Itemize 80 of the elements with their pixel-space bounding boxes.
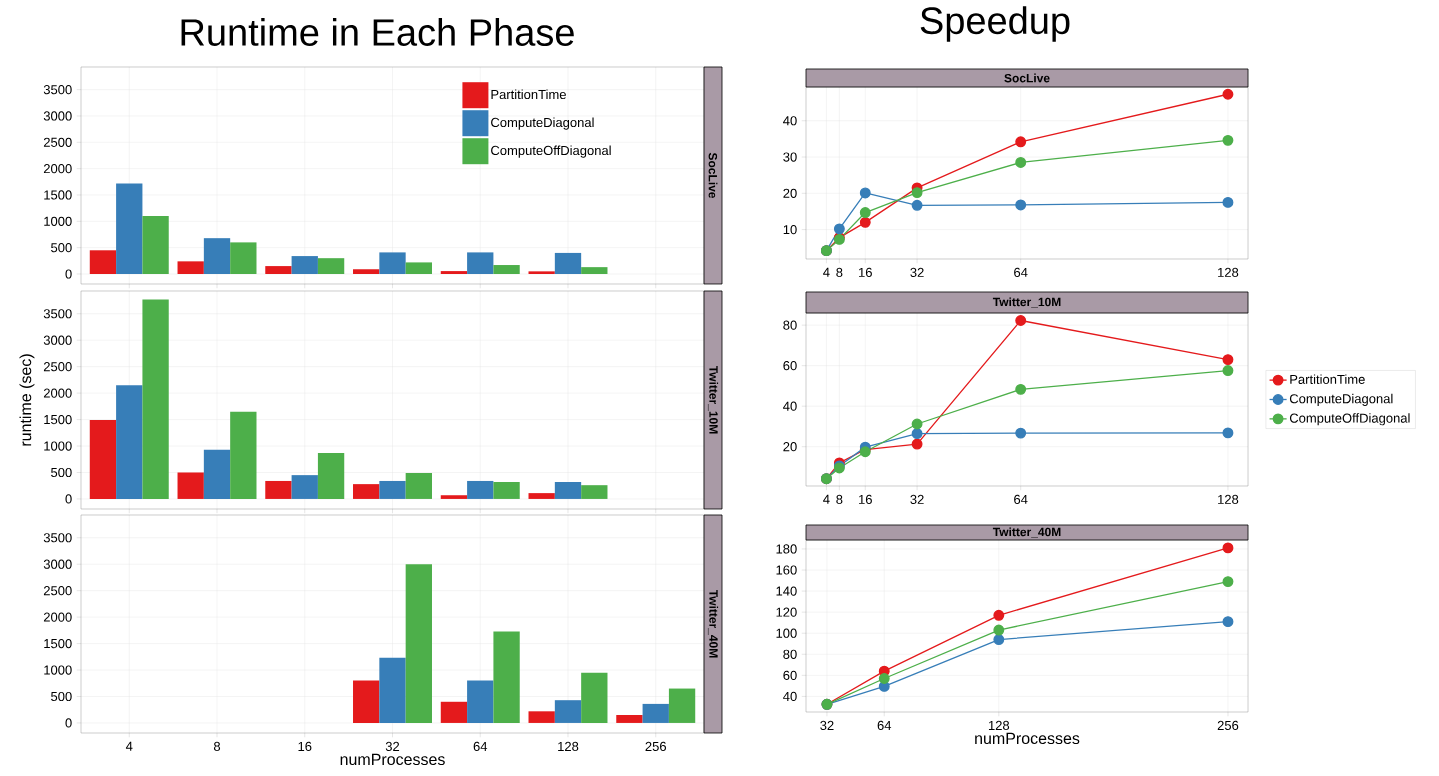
legend-label: ComputeOffDiagonal	[1289, 413, 1410, 426]
x-tick-label: 8	[836, 267, 843, 277]
y-tick-label: 2500	[43, 362, 72, 372]
x-tick-label: 128	[558, 741, 579, 751]
y-tick-label: 2000	[43, 612, 72, 622]
x-tick-label: 64	[473, 741, 488, 751]
x-tick-label: 4	[823, 494, 830, 504]
x-tick-label: 64	[877, 720, 892, 730]
x-tick-label: 128	[1218, 267, 1239, 277]
y-tick-label: 1500	[44, 638, 72, 649]
text: Twitter_10M	[707, 365, 719, 434]
y-tick-label: 1000	[44, 216, 72, 226]
y-tick-label: 40	[783, 116, 797, 126]
y-tick-label: 30	[783, 152, 797, 162]
chart-subtitle: SocLive	[1004, 73, 1050, 83]
x-tick-label: 16	[859, 267, 872, 277]
y-tick-label: 40	[783, 691, 797, 702]
y-tick-label: 3500	[43, 533, 72, 543]
y-tick-label: 1000	[44, 665, 72, 675]
y-tick-label: 500	[51, 691, 72, 702]
y-tick-label: 0	[65, 494, 72, 504]
x-tick-label: 8	[213, 741, 221, 751]
x-tick-label: 4	[125, 741, 133, 751]
y-tick-label: 3000	[43, 335, 72, 345]
y-tick-label: 0	[65, 269, 72, 279]
chart-title: Runtime in Each Phase	[181, 18, 574, 46]
y-tick-label: 0	[65, 718, 72, 728]
x-tick-label: 128	[988, 720, 1010, 730]
x-tick-label: 32	[385, 741, 400, 751]
chart-title: Speedup	[920, 6, 1070, 42]
y-tick-label: 80	[783, 320, 797, 330]
y-tick-label: 500	[51, 467, 72, 478]
y-tick-label: 60	[783, 670, 797, 680]
y-tick-label: 2000	[43, 164, 72, 174]
x-tick-label: 128	[1218, 494, 1239, 504]
y-tick-label: 500	[51, 243, 72, 253]
y-tick-label: 2500	[43, 586, 72, 596]
x-axis-title: numProcesses	[975, 732, 1080, 745]
x-tick-label: 64	[1014, 494, 1028, 504]
y-tick-label: 10	[783, 224, 797, 235]
y-tick-label: 20	[783, 188, 797, 198]
y-tick-label: 2000	[43, 388, 72, 398]
y-tick-label: 20	[783, 442, 797, 452]
y-tick-label: 160	[776, 565, 797, 575]
legend-label: PartitionTime	[491, 89, 566, 100]
y-tick-label: 80	[783, 649, 797, 659]
x-tick-label: 16	[298, 741, 312, 751]
text: SocLive	[708, 152, 718, 199]
y-tick-label: 1500	[44, 414, 72, 425]
text: Twitter_40M	[707, 589, 719, 658]
x-tick-label: 64	[1014, 267, 1028, 277]
x-tick-label: 4	[823, 267, 830, 277]
y-tick-label: 3500	[43, 85, 72, 95]
y-axis-title: runtime (sec)	[19, 354, 35, 446]
y-tick-label: 1000	[44, 441, 72, 451]
y-tick-label: 40	[783, 401, 797, 411]
legend-label: ComputeDiagonal	[1289, 393, 1393, 406]
y-tick-label: 120	[776, 607, 797, 617]
x-tick-label: 32	[910, 267, 924, 277]
x-tick-label: 16	[859, 494, 872, 504]
x-tick-label: 32	[820, 720, 834, 730]
y-tick-label: 1500	[44, 190, 72, 200]
x-tick-label: 256	[1217, 720, 1239, 730]
x-tick-label: 32	[910, 494, 924, 504]
y-tick-label: 3000	[43, 111, 72, 121]
chart-subtitle: Twitter_40M	[992, 527, 1061, 538]
x-tick-label: 256	[645, 741, 667, 751]
y-tick-label: 140	[776, 586, 797, 596]
chart-subtitle: Twitter_10M	[992, 297, 1061, 308]
legend-label: ComputeDiagonal	[491, 117, 594, 130]
legend-label: ComputeOffDiagonal	[491, 145, 611, 158]
legend-label: PartitionTime	[1290, 374, 1365, 384]
y-tick-label: 100	[776, 628, 797, 638]
y-tick-label: 3000	[43, 559, 72, 569]
y-tick-label: 60	[783, 361, 797, 371]
y-tick-label: 3500	[43, 309, 72, 319]
y-tick-label: 2500	[43, 137, 72, 147]
x-axis-title: numProcesses	[340, 753, 445, 766]
y-tick-label: 180	[776, 544, 797, 554]
x-tick-label: 8	[836, 494, 843, 504]
